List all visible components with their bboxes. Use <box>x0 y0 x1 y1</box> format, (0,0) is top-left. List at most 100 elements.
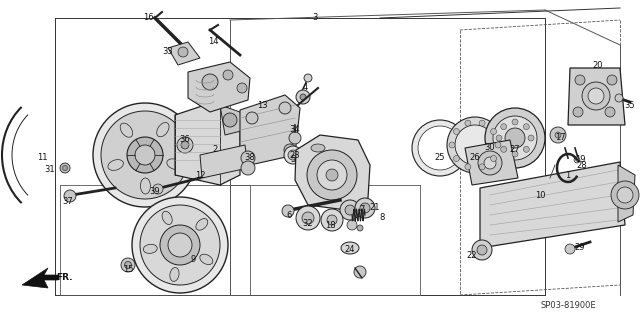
Text: 30: 30 <box>484 144 495 152</box>
Circle shape <box>555 132 561 138</box>
Circle shape <box>524 146 529 152</box>
Polygon shape <box>480 162 625 248</box>
Circle shape <box>485 108 545 168</box>
Circle shape <box>447 117 503 173</box>
Circle shape <box>453 156 460 161</box>
Circle shape <box>289 132 301 144</box>
Circle shape <box>93 103 197 207</box>
Circle shape <box>296 206 320 230</box>
Text: 35: 35 <box>625 100 636 109</box>
Circle shape <box>307 150 357 200</box>
Polygon shape <box>168 42 200 65</box>
Circle shape <box>241 151 255 165</box>
Circle shape <box>304 74 312 82</box>
Circle shape <box>500 124 507 130</box>
Circle shape <box>412 120 468 176</box>
Text: 33: 33 <box>163 48 173 56</box>
Text: 28: 28 <box>577 160 588 169</box>
Text: 3: 3 <box>312 13 317 23</box>
Circle shape <box>588 88 604 104</box>
Circle shape <box>237 83 247 93</box>
Polygon shape <box>295 135 370 210</box>
Text: 19: 19 <box>575 155 585 165</box>
Circle shape <box>465 164 471 170</box>
Circle shape <box>477 245 487 255</box>
Circle shape <box>449 142 455 148</box>
Ellipse shape <box>200 254 213 264</box>
Text: 24: 24 <box>345 246 355 255</box>
Polygon shape <box>188 62 250 112</box>
Ellipse shape <box>108 160 124 170</box>
Text: 4: 4 <box>302 84 308 93</box>
Text: 20: 20 <box>593 61 604 70</box>
Polygon shape <box>220 105 245 135</box>
Text: 25: 25 <box>435 153 445 162</box>
Circle shape <box>491 129 497 135</box>
Ellipse shape <box>157 122 169 137</box>
Circle shape <box>455 125 495 165</box>
Circle shape <box>347 220 357 230</box>
Circle shape <box>282 205 294 217</box>
Polygon shape <box>568 68 625 125</box>
Text: 11: 11 <box>36 153 47 162</box>
Circle shape <box>288 150 298 160</box>
Ellipse shape <box>140 178 150 194</box>
Circle shape <box>505 128 525 148</box>
Circle shape <box>153 184 163 194</box>
Circle shape <box>491 156 497 161</box>
Ellipse shape <box>120 123 132 137</box>
Circle shape <box>181 141 189 149</box>
Circle shape <box>550 127 566 143</box>
Circle shape <box>60 163 70 173</box>
Text: 15: 15 <box>123 265 133 275</box>
Circle shape <box>479 164 485 170</box>
Circle shape <box>121 258 135 272</box>
Circle shape <box>63 166 67 170</box>
Circle shape <box>241 161 255 175</box>
Text: SP03-81900E: SP03-81900E <box>540 301 596 310</box>
Text: 23: 23 <box>290 151 300 160</box>
Circle shape <box>574 157 580 163</box>
Circle shape <box>345 205 355 215</box>
Text: 17: 17 <box>555 133 565 143</box>
Circle shape <box>246 112 258 124</box>
Ellipse shape <box>167 159 182 169</box>
Circle shape <box>284 144 296 156</box>
Circle shape <box>202 74 218 90</box>
Circle shape <box>317 160 347 190</box>
Circle shape <box>140 205 220 285</box>
Text: 1: 1 <box>565 170 571 180</box>
Circle shape <box>177 137 193 153</box>
Circle shape <box>465 120 471 126</box>
Polygon shape <box>22 268 58 288</box>
Circle shape <box>284 146 302 164</box>
Ellipse shape <box>162 211 172 225</box>
Text: 37: 37 <box>63 197 74 206</box>
Circle shape <box>354 266 366 278</box>
Text: 32: 32 <box>303 219 314 228</box>
Circle shape <box>453 129 460 135</box>
Circle shape <box>573 107 583 117</box>
Circle shape <box>296 90 310 104</box>
Circle shape <box>605 107 615 117</box>
Text: FR.: FR. <box>56 273 72 283</box>
Text: 31: 31 <box>45 166 55 174</box>
Text: 16: 16 <box>143 13 154 23</box>
Circle shape <box>160 225 200 265</box>
Circle shape <box>357 225 363 231</box>
Text: 38: 38 <box>244 153 255 162</box>
Circle shape <box>495 142 501 148</box>
Circle shape <box>64 190 76 202</box>
Text: 22: 22 <box>467 250 477 259</box>
Circle shape <box>300 94 306 100</box>
Text: 5: 5 <box>291 155 296 165</box>
Circle shape <box>512 119 518 125</box>
Circle shape <box>493 116 537 160</box>
Circle shape <box>355 198 375 218</box>
Text: 10: 10 <box>535 190 545 199</box>
Circle shape <box>132 197 228 293</box>
Polygon shape <box>175 100 240 185</box>
Circle shape <box>101 111 189 199</box>
Polygon shape <box>240 95 300 165</box>
Circle shape <box>125 262 131 269</box>
